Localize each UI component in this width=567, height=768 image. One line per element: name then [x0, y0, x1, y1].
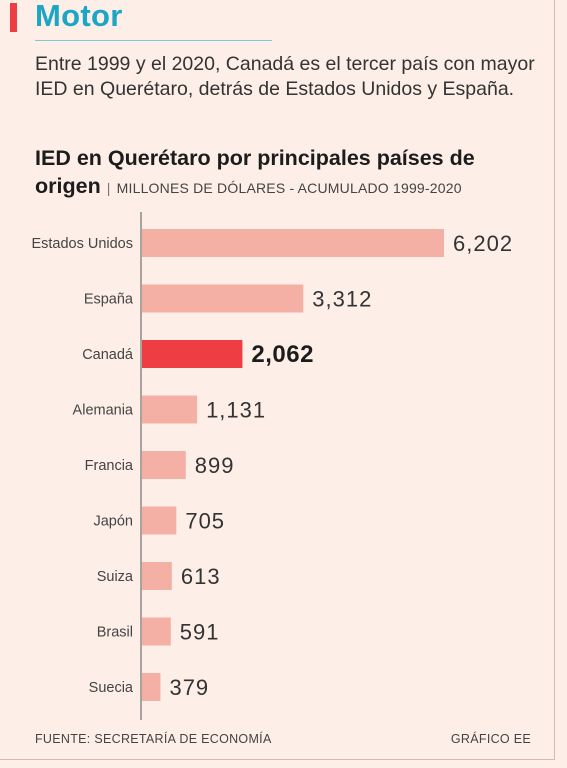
section-title: Motor [35, 0, 123, 33]
bar-espana [142, 284, 304, 313]
value-label-alemania: 1,131 [206, 398, 266, 423]
bar-francia [142, 451, 186, 479]
category-label-suecia: Suecia [89, 680, 134, 696]
value-label-brasil: 591 [180, 620, 220, 645]
category-label-brasil: Brasil [97, 625, 133, 641]
subtitle-separator: | [106, 180, 111, 196]
card-frame [0, 0, 555, 760]
chart-subtitle-wrap: | MILLONES DE DÓLARES - ACUMULADO 1999-2… [107, 180, 462, 196]
value-label-espana: 3,312 [312, 287, 372, 312]
category-label-suiza: Suiza [97, 569, 134, 585]
bar-alemania [142, 395, 198, 424]
value-label-estados-unidos: 6,202 [453, 231, 513, 256]
bar-suecia [142, 673, 161, 701]
bar-suiza [142, 562, 172, 590]
chart-title: IED en Querétaro por principales países … [35, 146, 475, 198]
value-label-canada: 2,062 [251, 341, 314, 368]
value-label-francia: 899 [195, 453, 235, 478]
value-label-japon: 705 [185, 509, 225, 534]
category-label-estados-unidos: Estados Unidos [31, 236, 133, 252]
bar-brasil [142, 617, 171, 646]
bar-canada [142, 340, 243, 368]
chart-subtitle: MILLONES DE DÓLARES - ACUMULADO 1999-202… [116, 180, 462, 196]
intro-text: Entre 1999 y el 2020, Canadá es el terce… [35, 53, 535, 100]
value-label-suecia: 379 [169, 675, 209, 700]
bar-chart: Estados Unidos 6,202 España 3,312 Canadá 2,06… [31, 212, 513, 720]
category-label-japon: Japón [93, 514, 133, 530]
category-label-alemania: Alemania [73, 403, 134, 419]
category-label-francia: Francia [85, 458, 134, 474]
source-note: FUENTE: SECRETARÍA DE ECONOMÍA [35, 732, 272, 746]
chart-heading: IED en Querétaro por principales países … [35, 144, 545, 202]
category-label-espana: España [84, 292, 134, 308]
bar-estados-unidos [142, 229, 444, 257]
section-accent-bar [10, 3, 17, 32]
bar-japon [142, 506, 177, 535]
category-label-canada: Canadá [82, 347, 134, 363]
title-divider [35, 40, 272, 41]
graphic-credit: GRÁFICO EE [450, 732, 531, 746]
value-label-suiza: 613 [181, 564, 221, 589]
